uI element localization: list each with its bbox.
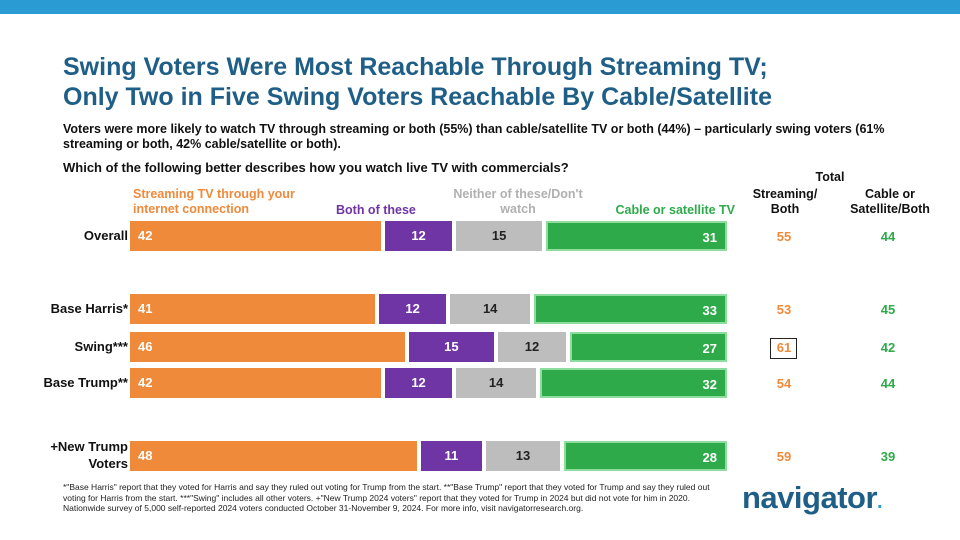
- bar-neither-new-trump-voters: 13: [486, 441, 560, 471]
- bar-label-cable-base-harris: 33: [702, 303, 717, 318]
- bar-cable-base-trump: 32: [539, 368, 727, 398]
- bar-label-neither-new-trump-voters: 13: [515, 448, 531, 463]
- total-cable-satellite-both-base-harris: 45: [880, 302, 896, 317]
- bar-cable-swing: 27: [569, 332, 727, 362]
- bar-label-streaming-swing: 46: [138, 339, 153, 354]
- title-line-1: Swing Voters Were Most Reachable Through…: [63, 53, 768, 81]
- bar-label-cable-base-trump: 32: [702, 377, 717, 392]
- row-label-swing: Swing***: [74, 339, 128, 354]
- legend-neither: Neither of these/Don't watch: [453, 187, 583, 216]
- bar-label-both-base-harris: 12: [405, 301, 420, 316]
- bar-both-base-harris: 12: [378, 294, 447, 324]
- logo-text: navigator: [742, 480, 878, 515]
- total-cable-satellite-both-new-trump-voters: 39: [880, 449, 896, 464]
- total-streaming-both-new-trump-voters: 59: [776, 449, 792, 464]
- bar-neither-overall: 15: [456, 221, 542, 251]
- total-cable-satellite-both-base-trump: 44: [880, 376, 896, 391]
- top-accent-bar: [0, 0, 960, 14]
- bar-both-overall: 12: [384, 221, 453, 251]
- swing-highlight-box: [770, 338, 797, 359]
- bar-label-neither-overall: 15: [491, 228, 507, 243]
- bar-label-streaming-base-trump: 42: [138, 375, 153, 390]
- title-line-2: Only Two in Five Swing Voters Reachable …: [63, 83, 772, 111]
- legend-cable: Cable or satellite TV: [615, 203, 735, 217]
- bar-both-base-trump: 12: [384, 368, 453, 398]
- bar-streaming-base-harris: 41: [130, 294, 375, 324]
- survey-question: Which of the following better describes …: [63, 160, 569, 175]
- page-title: Swing Voters Were Most Reachable Through…: [63, 52, 943, 112]
- bar-label-cable-overall: 31: [702, 230, 717, 245]
- total-cable-satellite-both-swing: 42: [880, 340, 896, 355]
- bar-cable-base-harris: 33: [533, 294, 727, 324]
- subtitle: Voters were more likely to watch TV thro…: [63, 122, 885, 151]
- bar-label-neither-base-harris: 14: [482, 301, 498, 316]
- total-streaming-both-base-trump: 54: [776, 376, 792, 391]
- total-cable-satellite-both-overall: 44: [880, 229, 896, 244]
- streaming-both-header: Streaming/ Both: [752, 187, 818, 216]
- bar-label-both-overall: 12: [411, 228, 426, 243]
- bar-cable-overall: 31: [545, 221, 727, 251]
- bar-label-streaming-overall: 42: [138, 228, 153, 243]
- total-streaming-both-base-harris: 53: [776, 302, 792, 317]
- bar-label-both-base-trump: 12: [411, 375, 426, 390]
- bar-cable-new-trump-voters: 28: [563, 441, 727, 471]
- row-label-base-harris: Base Harris*: [50, 301, 128, 316]
- total-streaming-both-overall: 55: [776, 229, 792, 244]
- bar-label-both-swing: 15: [444, 339, 459, 354]
- bar-neither-swing: 12: [498, 332, 566, 362]
- bar-label-cable-swing: 27: [702, 341, 717, 356]
- bar-label-cable-new-trump-voters: 28: [702, 450, 717, 465]
- bar-streaming-swing: 46: [130, 332, 405, 362]
- footnote: *"Base Harris" report that they voted fo…: [63, 482, 710, 513]
- bar-label-neither-swing: 12: [524, 339, 540, 354]
- legend-both: Both of these: [336, 203, 416, 217]
- navigator-logo: navigator.: [742, 480, 883, 520]
- bar-streaming-base-trump: 42: [130, 368, 381, 398]
- bar-label-both-new-trump-voters: 11: [444, 448, 459, 463]
- bar-streaming-new-trump-voters: 48: [130, 441, 417, 471]
- bar-label-neither-base-trump: 14: [488, 375, 504, 390]
- logo-dot: .: [877, 491, 883, 513]
- bar-label-streaming-base-harris: 41: [138, 301, 153, 316]
- row-label-overall: Overall: [83, 228, 128, 243]
- total-header: Total: [815, 170, 845, 184]
- row-label-base-trump: Base Trump**: [43, 375, 128, 390]
- bar-label-streaming-new-trump-voters: 48: [138, 448, 153, 463]
- total-streaming-both-swing: 61: [776, 340, 792, 355]
- row-label-new-trump-voters: +New Trump Voters: [50, 439, 128, 471]
- legend-streaming: Streaming TV through your internet conne…: [133, 187, 295, 216]
- bar-neither-base-harris: 14: [450, 294, 530, 324]
- cable-satellite-both-header: Cable or Satellite/Both: [850, 187, 930, 216]
- bar-both-swing: 15: [408, 332, 495, 362]
- bar-neither-base-trump: 14: [456, 368, 536, 398]
- bar-both-new-trump-voters: 11: [420, 441, 483, 471]
- bar-streaming-overall: 42: [130, 221, 381, 251]
